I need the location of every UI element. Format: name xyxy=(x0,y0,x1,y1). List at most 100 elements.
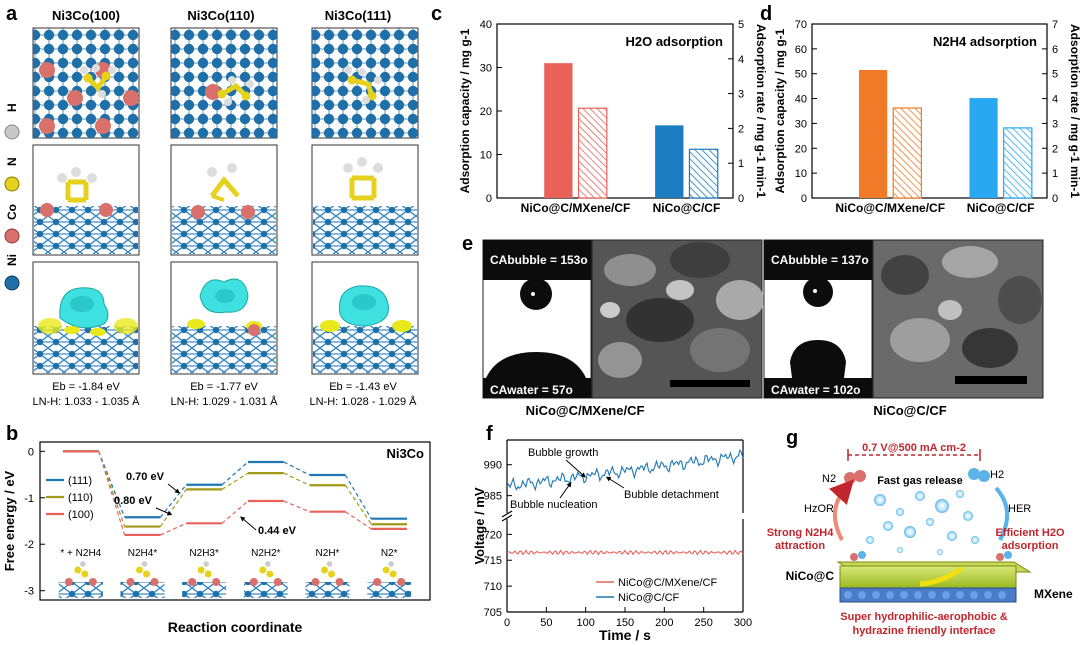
n-atom xyxy=(382,566,390,574)
side-view-100 xyxy=(32,144,140,256)
connector-line xyxy=(345,511,372,530)
y-tick-label: 0 xyxy=(28,446,34,458)
n2h4-note-line2: attraction xyxy=(775,540,825,552)
y-axis-label: Free energy / eV xyxy=(2,470,17,571)
state-label: N2H3* xyxy=(189,548,219,559)
legend-h-atom xyxy=(4,124,20,140)
y-tick-label: 20 xyxy=(795,143,807,155)
legend-label: (111) xyxy=(68,475,92,487)
y-tick-label: 10 xyxy=(795,168,807,180)
h2o-note-line1: Efficient H2O xyxy=(995,527,1065,539)
h-atom xyxy=(326,561,333,567)
panel-label-a: a xyxy=(6,3,18,25)
top-view-111 xyxy=(311,27,419,139)
x-tick-label: 50 xyxy=(540,617,552,629)
h-atom xyxy=(388,561,394,567)
h2o-adsorption-chart: 0 10 20 30 40 0 1 2 3 4 5 Adsorption capacity / mg … xyxy=(458,19,768,215)
plot-frame xyxy=(811,23,1048,199)
category-label: NiCo@C/MXene/CF xyxy=(835,201,945,215)
n2h4-adsorption-chart: 0 10 20 30 40 50 60 70 0 1 2 3 4 5 6 7 Adsorption capaci… xyxy=(773,19,1080,215)
legend-label: NiCo@C/CF xyxy=(618,592,680,604)
density-111 xyxy=(311,261,419,375)
connector-line xyxy=(159,489,187,527)
state-label: N2H2* xyxy=(251,548,281,559)
x-tick-label: 250 xyxy=(694,617,712,629)
scale-bar-left xyxy=(670,380,750,387)
density-110 xyxy=(170,261,278,375)
interface-note-line1: Super hydrophilic-aerophobic & xyxy=(840,611,1008,623)
x-tick-label: 150 xyxy=(616,617,634,629)
y2-tick-label: 5 xyxy=(738,19,744,31)
state-slab xyxy=(305,582,350,598)
annotation-arrow xyxy=(565,459,586,478)
y-tick-label: 70 xyxy=(795,19,807,31)
category-label: NiCo@C/CF xyxy=(653,201,721,215)
rate-bar xyxy=(688,148,719,199)
n-atom xyxy=(266,570,274,578)
y-tick-label: 30 xyxy=(480,63,492,75)
ca-water-left: CAwater = 57o xyxy=(490,383,573,397)
panel-label-c: c xyxy=(431,3,442,25)
co-atom xyxy=(273,578,282,586)
legend-co-label: Co xyxy=(5,204,19,220)
co-atom xyxy=(311,578,320,586)
connector-line xyxy=(221,472,249,490)
connector-line xyxy=(221,500,249,524)
state-slab xyxy=(243,582,288,598)
her-arrow xyxy=(994,486,1009,541)
state-label: * + N2H4 xyxy=(60,548,101,559)
chart-title: H2O adsorption xyxy=(625,34,723,49)
x-tick-label: 300 xyxy=(734,617,752,629)
co-atom xyxy=(212,578,221,586)
her-label: HER xyxy=(1008,503,1031,515)
chart-title: Ni3Co xyxy=(386,446,424,461)
co-atom xyxy=(373,578,382,586)
annotation-growth: Bubble growth xyxy=(528,447,598,459)
hzor-label: HzOR xyxy=(804,503,834,515)
connector-line xyxy=(221,461,249,486)
n-atom xyxy=(259,566,267,574)
n2h4-note-line1: Strong N2H4 xyxy=(767,527,835,539)
category-label: NiCo@C/CF xyxy=(967,201,1035,215)
y2-tick-label: 3 xyxy=(738,89,744,101)
y2-tick-label: 0 xyxy=(738,193,744,205)
annotation-080: 0.80 eV xyxy=(114,495,153,507)
y-tick-label: 60 xyxy=(795,44,807,56)
structure-grid xyxy=(32,27,419,375)
connector-line xyxy=(344,474,372,519)
x-axis-label: Reaction coordinate xyxy=(168,619,303,635)
axis-break-mark xyxy=(501,510,513,518)
legend-n-atom xyxy=(4,176,20,192)
x-tick-label: 200 xyxy=(655,617,673,629)
h-atom xyxy=(265,561,271,567)
h2o-note-line2: adsorption xyxy=(1002,540,1059,552)
electrode-slab xyxy=(836,551,1032,603)
connector-line xyxy=(344,484,372,525)
y2-tick-label: 2 xyxy=(1052,143,1058,155)
axis-break-mark xyxy=(501,514,513,522)
water-drop-left xyxy=(486,352,586,378)
co-atom xyxy=(150,578,159,586)
connector-line xyxy=(98,451,126,527)
panel-label-f: f xyxy=(486,423,493,445)
caption-left: NiCo@C/MXene/CF xyxy=(526,403,645,418)
co-atom xyxy=(249,578,258,586)
y2-tick-label: 1 xyxy=(738,158,744,170)
eb-111: Eb = -1.43 eV xyxy=(329,381,397,393)
y-tick-label: 990 xyxy=(484,460,502,472)
y-tick-label: 715 xyxy=(484,555,502,567)
column-title-3: Ni3Co(111) xyxy=(325,8,391,23)
panel-f: f 0 50 100 150 200 250 300 985 990 705 710 715 720Vo… xyxy=(472,423,752,643)
y2-tick-label: 6 xyxy=(1052,44,1058,56)
n-atom xyxy=(321,566,328,574)
y2-tick-label: 4 xyxy=(738,54,744,66)
co-atom xyxy=(88,578,97,586)
y-tick-label: 0 xyxy=(801,193,807,205)
nico-label: NiCo@C xyxy=(786,569,835,583)
y2-tick-label: 4 xyxy=(1052,94,1058,106)
category-label: NiCo@C/MXene/CF xyxy=(521,201,631,215)
y-tick-label: 50 xyxy=(795,69,807,81)
interface-note-line2: hydrazine friendly interface xyxy=(852,625,995,637)
density-100 xyxy=(32,261,140,375)
panel-e: e CAbubble = 153o CAwater = 57o NiCo@C/M… xyxy=(462,233,1044,418)
